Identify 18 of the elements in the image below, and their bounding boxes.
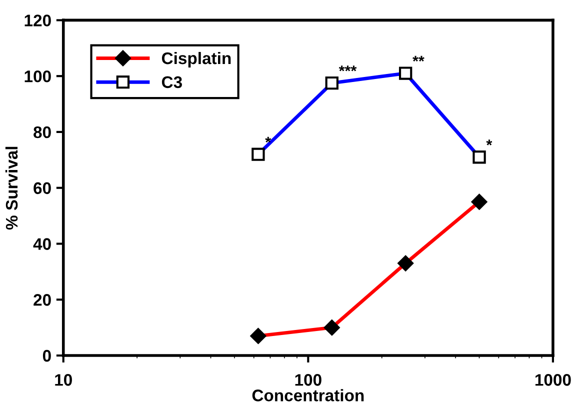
y-tick-label: 60 [34,182,51,194]
y-tick-label: 100 [24,70,51,82]
y-axis-title: % Survival [5,146,18,230]
annotation: * [265,136,272,143]
y-tick-label: 40 [33,238,51,250]
y-tick-label: 120 [24,14,51,26]
legend-label: C3 [162,76,182,88]
x-axis-title: Concentration [252,389,364,402]
x-tick-label: 10 [55,374,72,386]
y-tick-label: 0 [42,350,51,362]
y-tick-label: 80 [34,126,51,138]
legend-label: Cisplatin [162,52,231,68]
annotation: * [486,140,492,146]
y-tick-label: 20 [34,294,51,306]
x-tick-label: 1000 [535,374,571,386]
annotation: *** [338,66,357,72]
annotation: ** [412,56,424,62]
x-tick-label: 100 [295,374,322,386]
